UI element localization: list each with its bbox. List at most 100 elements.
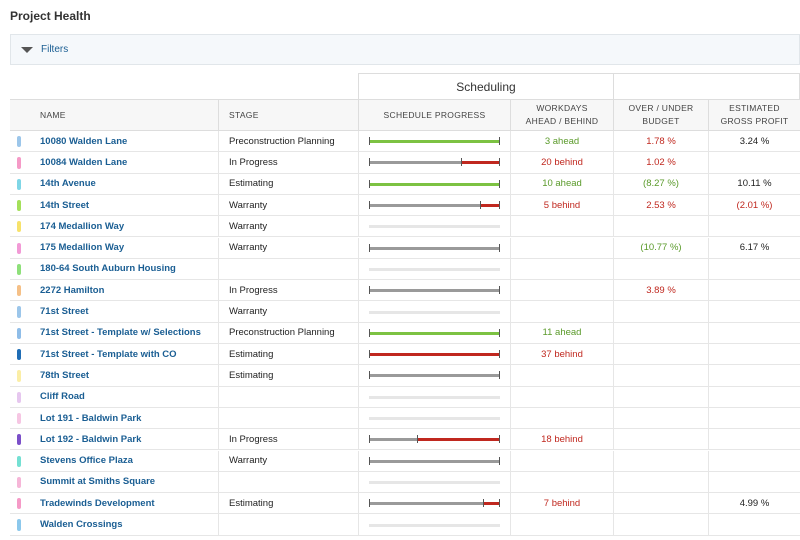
progress-start-tick — [369, 243, 370, 252]
profit-cell — [708, 322, 800, 343]
project-name-link[interactable]: 14th Avenue — [40, 178, 96, 190]
project-name-link[interactable]: Stevens Office Plaza — [40, 455, 133, 467]
budget-cell — [613, 365, 708, 386]
project-name-link[interactable]: Cliff Road — [40, 391, 85, 403]
schedule-cell — [358, 429, 510, 450]
profit-cell: 3.24 % — [708, 131, 800, 152]
table-row[interactable]: 174 Medallion Way Warranty — [10, 216, 800, 238]
table-row[interactable]: Summit at Smiths Square — [10, 471, 800, 494]
table-row[interactable]: 71st Street - Template w/ Selections Prec… — [10, 322, 800, 344]
table-row[interactable]: Lot 191 - Baldwin Park — [10, 407, 800, 430]
stage-cell: Warranty — [218, 216, 358, 237]
progress-segment — [369, 331, 500, 335]
progress-segment — [369, 374, 500, 378]
table-row[interactable]: Lot 192 - Baldwin Park In Progress 18 behi… — [10, 429, 800, 451]
progress-segment — [369, 438, 418, 442]
project-color-chip — [17, 136, 21, 148]
schedule-cell — [358, 493, 510, 514]
project-name-link[interactable]: Lot 192 - Baldwin Park — [40, 433, 142, 445]
workdays-cell: 20 behind — [510, 152, 613, 173]
project-name-link[interactable]: Summit at Smiths Square — [40, 476, 156, 488]
project-color-chip — [17, 199, 21, 212]
project-name-link[interactable]: 2272 Hamilton — [40, 284, 105, 296]
progress-segment — [480, 204, 500, 208]
project-name-link[interactable]: 174 Medallion Way — [40, 220, 125, 232]
schedule-cell — [358, 131, 510, 152]
table-row[interactable]: 14th Avenue Estimating 10 ahead (8.27 %) 10.… — [10, 173, 800, 195]
table-row[interactable]: Stevens Office Plaza Warranty — [10, 450, 800, 472]
progress-end-tick — [499, 158, 500, 167]
workdays-cell — [510, 386, 613, 407]
progress-segment — [417, 438, 500, 442]
project-name-link[interactable]: Tradewinds Development — [40, 497, 155, 509]
budget-cell — [613, 471, 708, 493]
project-name-link[interactable]: 175 Medallion Way — [40, 242, 125, 254]
profit-cell — [708, 429, 800, 450]
workdays-cell — [510, 301, 613, 322]
filters-bar[interactable]: Filters — [10, 34, 800, 65]
progress-bar — [369, 179, 500, 188]
project-name-link[interactable]: Walden Crossings — [40, 519, 123, 531]
budget-cell: 1.02 % — [613, 152, 708, 173]
filters-toggle-icon[interactable] — [21, 47, 33, 53]
table-row[interactable]: 71st Street - Template with CO Estimating… — [10, 344, 800, 366]
project-name-link[interactable]: 71st Street - Template w/ Selections — [40, 327, 201, 339]
table-row[interactable]: Tradewinds Development Estimating 7 behind… — [10, 493, 800, 515]
project-color-chip — [17, 306, 21, 318]
table-row[interactable]: 2272 Hamilton In Progress 3.89 % — [10, 280, 800, 302]
project-color-chip — [17, 498, 21, 510]
project-name-link[interactable]: 78th Street — [40, 369, 90, 381]
schedule-cell — [358, 258, 510, 280]
table-row[interactable]: 175 Medallion Way Warranty (10.77 %) 6.17 % — [10, 237, 800, 259]
project-name-link[interactable]: 14th Street — [40, 199, 90, 211]
schedule-cell — [358, 216, 510, 237]
progress-segment — [369, 353, 500, 357]
project-name-link[interactable]: 180-64 South Auburn Housing — [40, 263, 176, 275]
progress-end-tick — [499, 137, 500, 146]
progress-marker-tick — [417, 435, 419, 444]
schedule-cell — [358, 322, 510, 343]
workdays-cell: 5 behind — [510, 194, 613, 216]
schedule-cell — [358, 514, 510, 535]
table-row[interactable]: 10080 Walden Lane Preconstruction Plannin… — [10, 131, 800, 153]
workdays-cell — [510, 365, 613, 386]
progress-start-tick — [369, 137, 370, 146]
stage-cell: In Progress — [218, 280, 358, 301]
table-row[interactable]: 180-64 South Auburn Housing — [10, 258, 800, 281]
budget-cell — [613, 407, 708, 429]
project-name-link[interactable]: 71st Street — [40, 306, 89, 318]
table-row[interactable]: Walden Crossings — [10, 514, 800, 536]
profit-cell — [708, 407, 800, 429]
profit-cell — [708, 280, 800, 301]
project-name-link[interactable]: 10084 Walden Lane — [40, 156, 128, 168]
table-row[interactable]: Cliff Road — [10, 386, 800, 408]
progress-start-tick — [369, 350, 370, 359]
budget-cell — [613, 386, 708, 407]
budget-cell — [613, 301, 708, 322]
budget-cell: 1.78 % — [613, 131, 708, 152]
progress-track — [369, 395, 500, 399]
project-name-link[interactable]: 10080 Walden Lane — [40, 135, 128, 147]
workdays-cell — [510, 237, 613, 258]
profit-cell — [708, 450, 800, 471]
progress-start-tick — [369, 456, 370, 465]
table-row[interactable]: 14th Street Warranty 5 behind 2.53 % (2.01 %… — [10, 194, 800, 217]
filters-label[interactable]: Filters — [41, 44, 69, 55]
workdays-cell: 7 behind — [510, 493, 613, 514]
project-color-chip — [17, 349, 21, 361]
table-row[interactable]: 78th Street Estimating — [10, 365, 800, 387]
profit-cell — [708, 301, 800, 322]
workdays-cell — [510, 216, 613, 237]
profit-cell — [708, 386, 800, 407]
workdays-cell — [510, 258, 613, 280]
table-row[interactable]: 71st Street Warranty — [10, 301, 800, 323]
progress-segment — [369, 204, 481, 208]
project-color-chip — [17, 327, 21, 339]
project-color-chip — [17, 391, 21, 403]
column-header: ESTIMATED GROSS PROFIT — [708, 99, 800, 131]
progress-segment — [369, 289, 500, 293]
table-row[interactable]: 10084 Walden Lane In Progress 20 behind 1.0… — [10, 152, 800, 174]
project-name-link[interactable]: Lot 191 - Baldwin Park — [40, 412, 142, 424]
project-name-link[interactable]: 71st Street - Template with CO — [40, 348, 177, 360]
